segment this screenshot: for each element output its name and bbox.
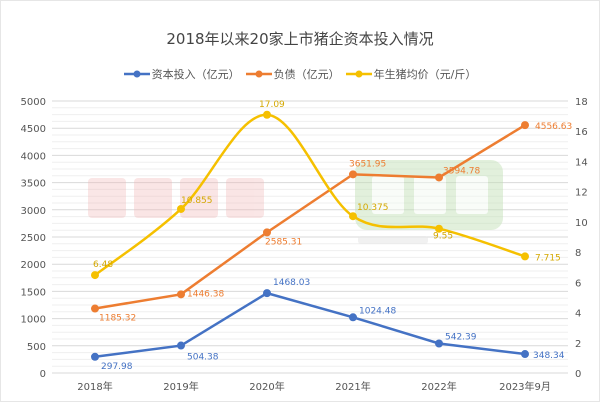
data-label: 1024.48 [359,306,396,316]
data-label: 2585.31 [265,237,302,247]
watermark-glyph-block [88,178,126,218]
watermark-glyph-block [180,178,218,218]
y-right-tick-label: 16 [575,127,588,138]
y-left-tick-label: 4000 [21,151,46,162]
data-label: 3594.78 [443,166,480,176]
watermark-glyph-block [134,178,172,218]
watermark-right-badge [355,160,503,230]
data-label: 542.39 [445,332,477,342]
data-point [349,212,357,221]
watermark-url-bar [358,236,428,244]
y-right-tick-label: 8 [575,248,581,259]
y-right-tick-label: 12 [575,188,588,199]
data-point [91,271,99,280]
y-right-tick-label: 4 [575,309,581,320]
y-left-tick-label: 5000 [21,97,46,108]
data-label: 1446.38 [187,289,224,299]
data-point [435,339,443,348]
data-label: 4556.63 [535,122,572,132]
data-label: 17.09 [259,100,285,110]
data-label: 6.48 [93,260,113,270]
series-line [94,291,526,359]
y-left-tick-label: 3500 [21,179,46,190]
x-tick-label: 2023年9月 [499,380,551,393]
legend-item: 负债（亿元） [245,66,340,82]
x-tick-label: 2021年 [335,380,370,393]
y-right-tick-label: 2 [575,339,581,350]
data-label: 10.855 [181,196,213,206]
chart-title: 2018年以来20家上市猪企资本投入情况 [166,30,434,48]
data-point [349,170,357,179]
watermark-left-logo [88,178,264,218]
x-tick-label: 2018年 [77,380,112,393]
y-left-tick-label: 500 [27,342,46,353]
y-right-tick-label: 14 [575,157,588,168]
data-label: 1468.03 [273,278,310,288]
y-right-tick-label: 18 [575,97,588,108]
x-tick-label: 2022年 [421,380,456,393]
x-tick-label: 2019年 [163,380,198,393]
data-point [521,252,529,261]
y-left-tick-label: 4500 [21,124,46,135]
data-point [521,121,529,130]
y-left-tick-label: 1500 [21,287,46,298]
data-point [435,224,443,233]
legend-label: 资本投入（亿元） [151,68,240,81]
legend-item: 年生猪均价（元/斤） [345,66,477,82]
data-point [263,228,271,237]
legend-label: 年生猪均价（元/斤） [373,68,477,81]
data-point [177,204,185,213]
y-right-tick-label: 0 [575,369,581,380]
data-point [263,289,271,298]
legend-marker-icon [123,70,150,78]
watermark-right-logo [355,160,503,230]
legend-marker-icon [345,70,372,78]
series-line [94,124,526,310]
watermark-glyph-block [372,176,404,214]
data-label: 3651.95 [349,159,386,169]
data-point [521,350,529,359]
data-label: 348.34 [533,351,565,361]
data-point [177,290,185,299]
data-point [91,304,99,313]
watermark-glyph-block [226,178,264,218]
data-point [349,313,357,322]
y-left-tick-label: 1000 [21,315,46,326]
data-label: 7.715 [535,253,561,263]
data-point [263,110,271,119]
data-point [435,173,443,182]
data-label: 297.98 [101,362,133,372]
watermark-glyph-block [456,176,488,214]
data-label: 504.38 [187,353,219,363]
legend-item: 资本投入（亿元） [123,66,240,82]
data-label: 1185.32 [99,314,136,324]
legend: 资本投入（亿元） 负债（亿元） 年生猪均价（元/斤） [0,66,600,82]
watermark-glyph-block [414,176,446,214]
data-label: 9.55 [433,232,453,242]
legend-marker-icon [245,70,272,78]
x-tick-label: 2020年 [249,380,284,393]
y-left-tick-label: 2000 [21,260,46,271]
legend-label: 负债（亿元） [273,68,340,81]
data-label: 10.375 [357,203,389,213]
y-left-tick-label: 2500 [21,233,46,244]
data-point [177,341,185,350]
y-right-tick-label: 10 [575,218,588,229]
y-left-tick-label: 3000 [21,206,46,217]
y-left-tick-label: 0 [40,369,46,380]
y-right-tick-label: 6 [575,278,581,289]
data-point [91,352,99,361]
